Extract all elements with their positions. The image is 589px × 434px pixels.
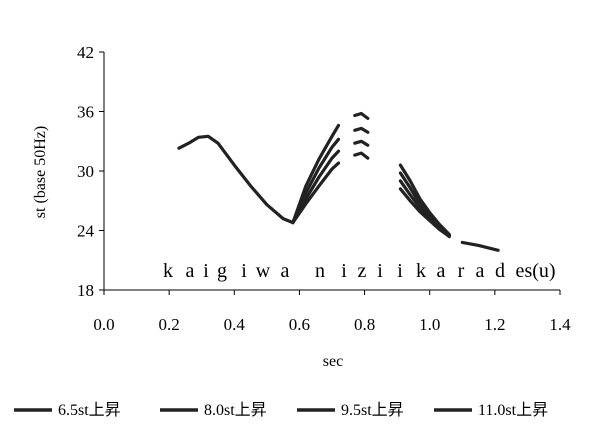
mora-label: i bbox=[241, 260, 247, 282]
x-tick-label: 0.6 bbox=[289, 315, 310, 334]
mora-label: d bbox=[495, 260, 505, 282]
mora-label: s(u) bbox=[524, 260, 555, 282]
mora-label: g bbox=[217, 260, 227, 282]
mora-label: a bbox=[476, 260, 485, 282]
y-tick-label: 30 bbox=[77, 162, 94, 181]
mora-label: a bbox=[281, 260, 290, 282]
x-tick-label: 0.8 bbox=[354, 315, 375, 334]
mora-label: k bbox=[163, 260, 173, 282]
legend: 6.5st上昇 8.0st上昇 9.5st上昇 11.0st上昇 bbox=[14, 401, 548, 419]
mora-label: z bbox=[358, 260, 367, 282]
mora-label: a bbox=[186, 260, 195, 282]
y-axis-title: st (base 50Hz) bbox=[32, 126, 49, 218]
legend-item: 9.5st上昇 bbox=[297, 401, 404, 419]
series-4-segment bbox=[291, 123, 341, 225]
series-4-segment bbox=[353, 111, 370, 121]
mora-label: i bbox=[377, 260, 383, 282]
legend-item: 8.0st上昇 bbox=[160, 401, 267, 419]
x-tick-label: 0.4 bbox=[224, 315, 246, 334]
legend-label: 11.0st上昇 bbox=[478, 401, 548, 419]
series-4 bbox=[291, 111, 451, 237]
series-2-segment bbox=[291, 149, 341, 225]
series-4-segment bbox=[398, 163, 451, 237]
legend-label: 8.0st上昇 bbox=[204, 401, 267, 419]
y-tick-label: 24 bbox=[77, 222, 95, 241]
series-1-segment bbox=[353, 151, 370, 160]
mora-label: a bbox=[437, 260, 446, 282]
mora-label: w bbox=[256, 260, 271, 282]
mora-label: k bbox=[416, 260, 426, 282]
y-tick-label: 18 bbox=[77, 281, 94, 300]
mora-label: n bbox=[315, 260, 325, 282]
plot-lines bbox=[177, 111, 500, 252]
series-2-segment bbox=[353, 139, 370, 147]
x-tick-label: 0.2 bbox=[159, 315, 180, 334]
legend-item: 11.0st上昇 bbox=[434, 401, 548, 419]
mora-label: i bbox=[397, 260, 403, 282]
legend-item: 6.5st上昇 bbox=[14, 401, 121, 419]
series-1-segment bbox=[177, 134, 341, 225]
legend-label: 6.5st上昇 bbox=[58, 401, 121, 419]
series-3-segment bbox=[353, 126, 370, 134]
mora-label: e bbox=[516, 260, 525, 282]
legend-label: 9.5st上昇 bbox=[341, 401, 404, 419]
y-tick-label: 36 bbox=[77, 103, 94, 122]
y-tick-label: 42 bbox=[77, 43, 94, 62]
series-1-segment bbox=[460, 240, 500, 252]
axes: 18 24 30 36 42 0.0 0.2 0.4 0.6 0.8 1.0 1.2 1.4 bbox=[77, 43, 571, 334]
x-axis-title: sec bbox=[323, 353, 343, 370]
x-tick-label: 1.4 bbox=[549, 315, 571, 334]
mora-label: i bbox=[341, 260, 347, 282]
mora-labels: k a i g i w a n i z i i k a r a d e s(u) bbox=[163, 260, 556, 282]
mora-label: r bbox=[458, 260, 465, 282]
x-tick-label: 1.0 bbox=[419, 315, 440, 334]
x-tick-label: 1.2 bbox=[484, 315, 505, 334]
mora-label: i bbox=[203, 260, 209, 282]
x-tick-label: 0.0 bbox=[93, 315, 114, 334]
